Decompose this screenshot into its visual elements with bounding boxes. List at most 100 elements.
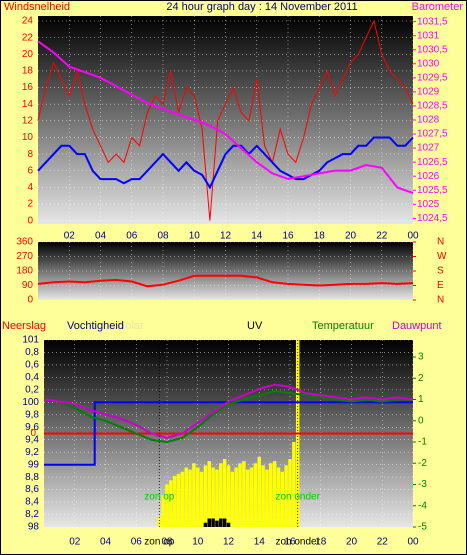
bar [180,471,185,527]
bar [272,461,277,527]
legend-rain: Neerslag [2,320,46,332]
series-line [43,383,414,439]
legend-humidity: Vochtigheid [67,320,124,332]
y-tick-label: 360 [16,237,33,248]
x-tick-label: 04 [95,231,107,242]
bar [269,463,273,527]
y-tick-label: 14 [22,99,34,110]
x-tick-label: 02 [64,231,76,242]
x-tick-label: 18 [314,231,326,242]
y2-tick-label: 1024,5 [417,213,448,224]
bar [265,469,269,527]
x-tick-label: 22 [376,231,388,242]
y2-tick-label: N [437,295,444,306]
y-tick-label: 8,4 [25,497,39,508]
series-line [37,136,414,190]
bar [226,522,231,527]
y-tick-label: 8 [27,149,33,160]
bar [230,471,235,527]
x-tick-label: 10 [192,537,204,548]
series-line [37,19,414,221]
y-tick-label: 0,6 [25,360,39,371]
y-tick-label: 98 [28,522,40,533]
y-tick-label: 8,8 [25,472,39,483]
x-tick-label: 16 [282,231,294,242]
sun-annotation: zon op [144,492,174,503]
y2-tick-label: -1 [418,437,427,448]
x-tick-label: 12 [223,537,235,548]
y-tick-label: 100 [22,397,39,408]
y-tick-label: 0,8 [25,347,39,358]
y2-tick-label: 1025 [417,199,440,210]
y2-tick-label: S [437,266,444,277]
y2-tick-label: 1031 [417,30,440,41]
bar [169,480,173,527]
y-tick-label: 22 [22,32,34,43]
legend-uv: UV [247,320,263,332]
y-tick-label: 90 [22,280,34,291]
y2-tick-label: 1030,5 [417,44,448,55]
y2-tick-label: 1026,5 [417,157,448,168]
y2-tick-label: 1026 [417,171,440,182]
y-tick-label: 8,6 [25,484,39,495]
y-tick-label: 8,2 [25,509,39,520]
sun-annotation: zon onder [275,492,320,503]
y2-tick-label: 1029 [417,87,440,98]
bar [257,456,261,527]
x-tick-label: 14 [251,231,263,242]
y2-tick-label: 1 [418,394,424,405]
legend-temperature: Temperatuur [312,320,374,332]
x-tick-label: 06 [131,537,143,548]
bar [280,471,285,527]
y3-tick-label: 0 [30,428,36,439]
y-tick-label: 20 [22,49,34,60]
bar [161,495,165,527]
y-tick-label: 0,2 [25,385,39,396]
x-tick-label: 10 [189,231,201,242]
y2-tick-label: 1030 [417,58,440,69]
y-tick-label: 180 [16,266,33,277]
bar [196,467,200,527]
bar [184,467,188,527]
x-tick-label: 22 [377,537,389,548]
bar [249,467,254,527]
bar [219,518,223,527]
bar [211,518,215,527]
bar [203,522,208,527]
bar [211,467,215,527]
x-tick-label: 04 [100,537,112,548]
y2-tick-label: -5 [418,522,427,533]
bar [157,516,162,527]
bar [207,518,212,527]
y-tick-label: 101 [22,335,39,346]
y2-tick-label: E [437,280,444,291]
y-tick-label: 9,4 [25,434,39,445]
x-tick-label: 08 [157,231,169,242]
bar [276,467,281,527]
y-tick-label: 9,8 [25,409,39,420]
bar [165,484,169,527]
y-tick-label: 9,6 [25,422,39,433]
bar [192,463,196,527]
y-tick-label: 12 [22,115,34,126]
y-tick-label: 2 [27,199,33,210]
bar [253,463,258,527]
bar [176,473,181,527]
y2-tick-label: 1029,5 [417,72,448,83]
x-tick-label: 14 [254,537,266,548]
series-line [44,401,413,466]
y2-tick-label: 1027,5 [417,129,448,140]
x-tick-label: 18 [315,537,327,548]
y2-tick-label: 3 [418,352,424,363]
bar [215,469,219,527]
legend-wind: Windsnelheid [4,1,70,13]
y-tick-label: 18 [22,66,34,77]
x-tick-label: 02 [69,537,81,548]
y2-tick-label: 2 [418,373,424,384]
bar [245,469,250,527]
y-tick-label: 6 [27,165,33,176]
y2-tick-label: 1028,5 [417,101,448,112]
chart-title: 24 hour graph day : 14 November 2011 [166,1,357,13]
x-tick-label: 12 [220,231,232,242]
y2-tick-label: 1028 [417,115,440,126]
